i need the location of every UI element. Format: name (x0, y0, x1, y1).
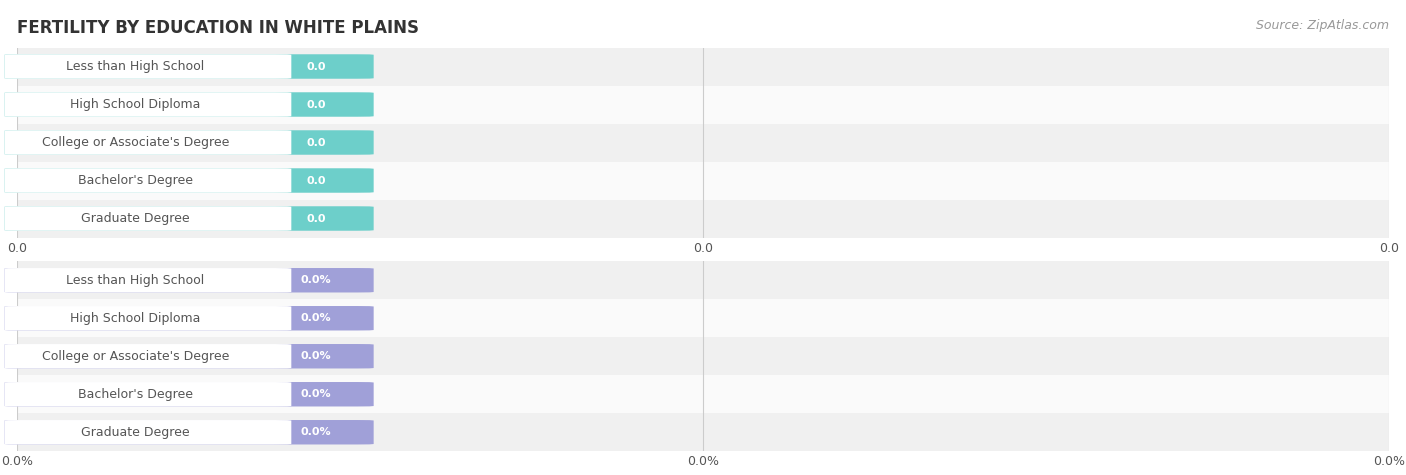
Text: 0.0: 0.0 (307, 61, 326, 72)
FancyBboxPatch shape (4, 168, 374, 193)
FancyBboxPatch shape (4, 382, 374, 407)
Text: Source: ZipAtlas.com: Source: ZipAtlas.com (1256, 19, 1389, 32)
FancyBboxPatch shape (4, 268, 291, 293)
Text: 0.0%: 0.0% (301, 351, 332, 361)
FancyBboxPatch shape (4, 268, 374, 293)
Text: 0.0: 0.0 (307, 137, 326, 148)
Text: High School Diploma: High School Diploma (70, 98, 201, 111)
Bar (17, 375, 1389, 413)
FancyBboxPatch shape (4, 344, 291, 369)
FancyBboxPatch shape (4, 420, 374, 445)
Text: High School Diploma: High School Diploma (70, 312, 201, 325)
Text: 0.0%: 0.0% (301, 313, 332, 323)
Bar (17, 413, 1389, 451)
Bar (17, 337, 1389, 375)
Bar (17, 299, 1389, 337)
Text: College or Associate's Degree: College or Associate's Degree (42, 350, 229, 363)
Text: 0.0%: 0.0% (301, 427, 332, 437)
Text: 0.0: 0.0 (307, 175, 326, 186)
FancyBboxPatch shape (4, 168, 291, 193)
Text: Bachelor's Degree: Bachelor's Degree (77, 388, 193, 401)
Bar (17, 48, 1389, 86)
FancyBboxPatch shape (4, 54, 374, 79)
Text: Less than High School: Less than High School (66, 60, 204, 73)
Text: FERTILITY BY EDUCATION IN WHITE PLAINS: FERTILITY BY EDUCATION IN WHITE PLAINS (17, 19, 419, 37)
Bar (17, 124, 1389, 162)
Bar (17, 261, 1389, 299)
Text: 0.0: 0.0 (307, 213, 326, 224)
FancyBboxPatch shape (4, 130, 374, 155)
Text: College or Associate's Degree: College or Associate's Degree (42, 136, 229, 149)
FancyBboxPatch shape (4, 420, 291, 445)
FancyBboxPatch shape (4, 92, 374, 117)
FancyBboxPatch shape (4, 92, 291, 117)
Text: Graduate Degree: Graduate Degree (82, 426, 190, 439)
Text: 0.0: 0.0 (307, 99, 326, 110)
Bar (17, 200, 1389, 238)
Text: 0.0%: 0.0% (301, 275, 332, 285)
FancyBboxPatch shape (4, 382, 291, 407)
FancyBboxPatch shape (4, 206, 374, 231)
Bar (17, 86, 1389, 124)
FancyBboxPatch shape (4, 306, 291, 331)
FancyBboxPatch shape (4, 54, 291, 79)
Bar (17, 162, 1389, 199)
Text: 0.0%: 0.0% (301, 389, 332, 399)
Text: Less than High School: Less than High School (66, 274, 204, 287)
FancyBboxPatch shape (4, 130, 291, 155)
Text: Graduate Degree: Graduate Degree (82, 212, 190, 225)
FancyBboxPatch shape (4, 306, 374, 331)
Text: Bachelor's Degree: Bachelor's Degree (77, 174, 193, 187)
FancyBboxPatch shape (4, 206, 291, 231)
FancyBboxPatch shape (4, 344, 374, 369)
